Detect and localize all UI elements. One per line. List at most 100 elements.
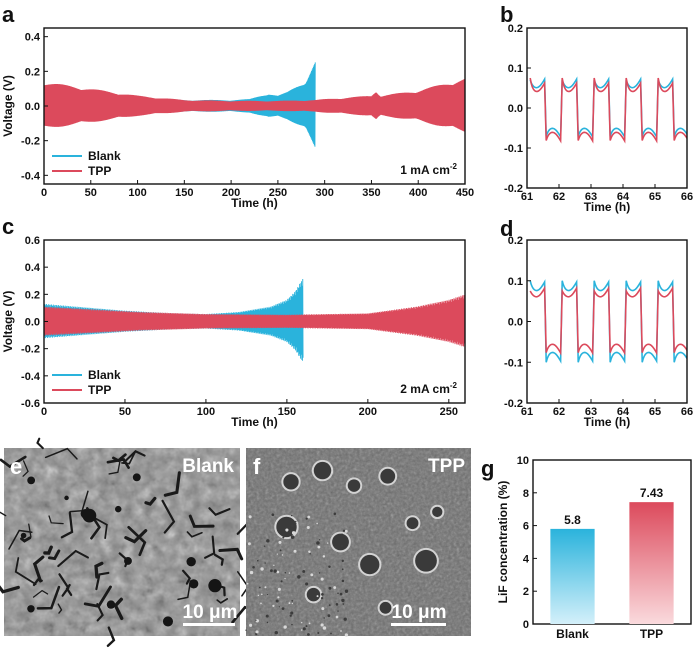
y-tick-label: -0.4	[21, 170, 41, 182]
sem-grain	[302, 569, 306, 573]
sem-grain	[323, 617, 325, 619]
sem-pit	[124, 557, 132, 565]
x-axis-label: Time (h)	[584, 200, 630, 214]
sem-crack	[113, 597, 124, 621]
series-tpp-cycles	[529, 285, 687, 356]
sem-grain	[337, 592, 339, 594]
sem-grain	[288, 602, 291, 605]
sem-grain	[289, 614, 292, 617]
sem-crack	[22, 460, 29, 477]
legend-label-blank: Blank	[88, 149, 121, 163]
sem-label-blank: Blank	[182, 456, 234, 477]
sem-crack	[94, 561, 104, 579]
sem-grain	[340, 544, 344, 548]
sem-grain	[291, 531, 296, 535]
sem-grain	[257, 594, 260, 597]
axes-frame	[532, 459, 692, 625]
sem-grain	[255, 619, 259, 623]
x-axis-label: Time (h)	[231, 196, 277, 210]
scale-bar-tpp	[391, 623, 446, 626]
sem-grain	[308, 550, 311, 553]
sem-grain	[300, 629, 303, 631]
sem-grain	[305, 582, 309, 586]
x-tick-label: 63	[585, 406, 597, 418]
sem-crack	[186, 531, 203, 538]
chart-g: 0 2 4 6 8 10 LiF concentration (%) 5.8 Blank 7.43…	[496, 455, 692, 641]
sem-grain	[328, 565, 331, 568]
sem-crack	[57, 549, 89, 568]
y-tick-label: 10	[517, 455, 529, 467]
sem-grain	[328, 604, 331, 607]
sem-grain	[272, 604, 275, 608]
sem-grain	[305, 625, 308, 628]
y-tick-label: 0.2	[508, 23, 523, 35]
sem-pit	[132, 473, 141, 482]
chart-c: 0 50 100 150 200 250 -0.6 -0.4 -0.2 0.0 0.2 0.4 0.6 T…	[1, 235, 466, 429]
y-tick-label: 0.6	[25, 235, 40, 247]
sem-grain	[335, 615, 339, 619]
sem-image-tpp: TPP 10 μm	[245, 448, 471, 637]
y-tick-label: -0.1	[504, 357, 523, 369]
x-axis-label: Time (h)	[584, 415, 630, 429]
sem-grain	[291, 623, 293, 626]
sem-crack	[32, 555, 45, 583]
sem-grain	[341, 559, 344, 563]
sem-grain	[300, 621, 303, 624]
sem-crack	[96, 603, 104, 622]
sem-grain	[318, 539, 321, 541]
sem-grain	[246, 582, 249, 585]
bar-value-label-blank: 5.8	[564, 513, 581, 527]
sem-grain	[322, 555, 326, 558]
sem-grain	[342, 529, 346, 532]
sem-grain	[321, 593, 324, 596]
sem-crack	[58, 573, 70, 597]
y-tick-label: 0.0	[508, 317, 523, 329]
sem-crack	[106, 458, 130, 469]
sem-crack	[124, 529, 148, 544]
sem-grain	[317, 545, 321, 549]
x-tick-label: 300	[315, 187, 333, 199]
axes-frame	[526, 27, 688, 189]
x-tick-label: 100	[197, 406, 215, 418]
sem-crack	[177, 580, 192, 601]
sem-crack	[57, 603, 63, 614]
annotation-superscript: -2	[450, 162, 458, 171]
sem-crack	[208, 507, 231, 517]
x-tick-label: 200	[222, 187, 240, 199]
x-tick-label: 100	[128, 187, 146, 199]
legend-label-blank: Blank	[88, 368, 121, 382]
sem-grain	[277, 596, 280, 599]
sem-grain	[295, 521, 298, 523]
sem-grain	[261, 593, 263, 596]
y-tick-label: -0.6	[21, 398, 40, 410]
sem-crack	[8, 529, 33, 550]
x-tick-label: 61	[521, 406, 533, 418]
bar-tpp	[629, 502, 674, 624]
sem-crack	[36, 437, 44, 450]
series-tpp-trace	[44, 295, 465, 348]
sem-crack	[204, 535, 216, 559]
sem-grain	[302, 627, 306, 631]
sem-grain	[245, 629, 247, 631]
sem-grain	[337, 610, 339, 612]
sem-grain	[282, 536, 285, 539]
x-tick-label: 250	[440, 406, 458, 418]
sem-crack	[216, 598, 229, 604]
plot-area	[529, 279, 687, 364]
sem-grain	[320, 623, 324, 627]
sem-pit	[20, 532, 27, 539]
sem-grain	[279, 549, 282, 552]
sem-grain	[281, 554, 284, 556]
sem-grain	[317, 631, 320, 635]
sem-grain	[273, 569, 277, 573]
sem-particle	[332, 533, 349, 551]
sem-grain	[278, 606, 280, 608]
sem-grain	[259, 586, 261, 589]
sem-crack	[213, 553, 224, 566]
sem-particle	[276, 516, 297, 538]
sem-grain	[260, 602, 262, 605]
y-tick-label: 8	[523, 488, 529, 500]
sem-crack	[161, 499, 176, 534]
sem-grain	[277, 587, 281, 591]
